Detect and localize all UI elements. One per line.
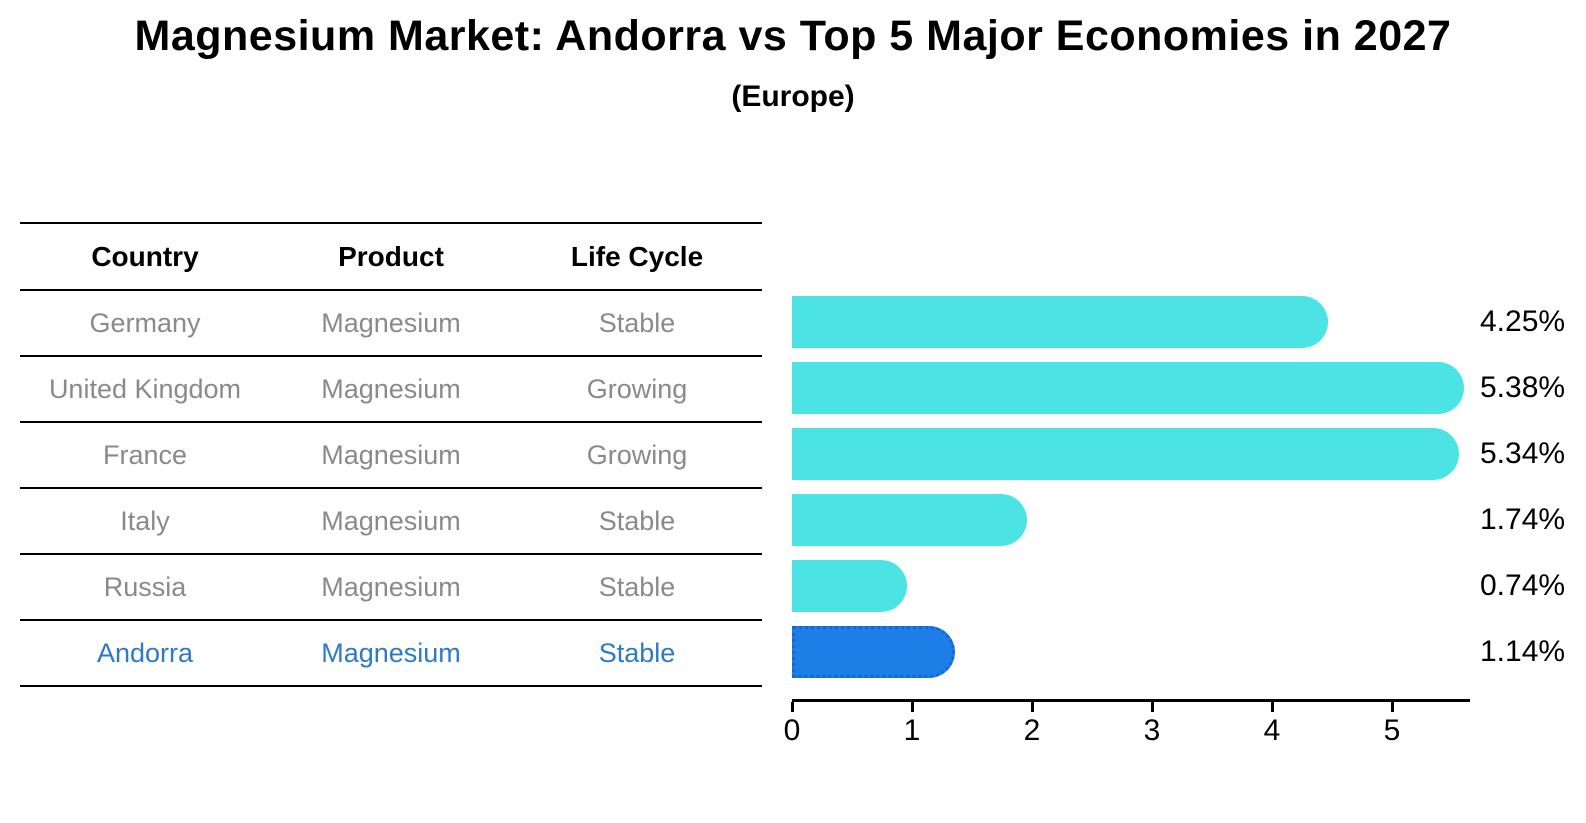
value-label: 4.25%: [1480, 305, 1566, 338]
table-header-cell: Life Cycle: [570, 240, 704, 272]
value-label: 1.74%: [1480, 503, 1566, 536]
table-cell-country: Russia: [103, 571, 187, 602]
country-table: Country Product Life Cycle Germany Magnesium…: [20, 222, 762, 687]
table-header-cell: Country: [91, 240, 199, 272]
x-tick-mark: [1391, 702, 1394, 712]
table-cell-life-cycle: Stable: [598, 307, 676, 338]
bar: [792, 362, 1464, 414]
value-label: 0.74%: [1480, 569, 1566, 602]
bar-highlight: [792, 626, 955, 678]
bar: [792, 494, 1027, 546]
table-cell-life-cycle: Growing: [586, 373, 688, 404]
x-tick-label: 0: [783, 714, 801, 747]
table-cell-country: Italy: [120, 505, 170, 536]
bar: [792, 296, 1328, 348]
value-label: 5.38%: [1480, 371, 1566, 404]
table-cell-country: Andorra: [96, 637, 194, 668]
table-cell-life-cycle: Stable: [598, 637, 676, 668]
table-cell-product: Magnesium: [321, 571, 461, 602]
table-row: France Magnesium Growing: [20, 423, 762, 489]
table-cell-product: Magnesium: [321, 505, 461, 536]
table-row: Russia Magnesium Stable: [20, 555, 762, 621]
table-cell-country: Germany: [89, 307, 201, 338]
chart-subtitle: (Europe): [731, 80, 855, 113]
table-cell-country: France: [102, 439, 188, 470]
table-row: Italy Magnesium Stable: [20, 489, 762, 555]
bar-plot-area: [792, 289, 1492, 685]
bar: [792, 428, 1459, 480]
x-tick-label: 5: [1383, 714, 1401, 747]
x-tick-label: 2: [1023, 714, 1041, 747]
table-header-cell: Product: [338, 240, 444, 272]
table-header-row: Country Product Life Cycle: [20, 224, 762, 291]
value-label: 5.34%: [1480, 437, 1566, 470]
chart-title: Magnesium Market: Andorra vs Top 5 Major…: [134, 12, 1452, 60]
table-row: Andorra Magnesium Stable: [20, 621, 762, 687]
table-cell-product: Magnesium: [321, 637, 461, 668]
x-tick-mark: [791, 702, 794, 712]
x-tick-label: 1: [903, 714, 921, 747]
table-cell-life-cycle: Growing: [586, 439, 688, 470]
x-tick-mark: [911, 702, 914, 712]
table-cell-life-cycle: Stable: [598, 571, 676, 602]
table-row: Germany Magnesium Stable: [20, 291, 762, 357]
bar: [792, 560, 907, 612]
value-label: 1.14%: [1480, 635, 1566, 668]
table-cell-product: Magnesium: [321, 373, 461, 404]
table-cell-product: Magnesium: [321, 439, 461, 470]
table-row: United Kingdom Magnesium Growing: [20, 357, 762, 423]
x-tick-mark: [1031, 702, 1034, 712]
x-tick-label: 3: [1143, 714, 1161, 747]
x-axis-line: [792, 699, 1470, 702]
x-tick-label: 4: [1263, 714, 1281, 747]
x-tick-mark: [1271, 702, 1274, 712]
x-tick-mark: [1151, 702, 1154, 712]
table-cell-country: United Kingdom: [48, 373, 242, 404]
table-cell-product: Magnesium: [321, 307, 461, 338]
table-cell-life-cycle: Stable: [598, 505, 676, 536]
